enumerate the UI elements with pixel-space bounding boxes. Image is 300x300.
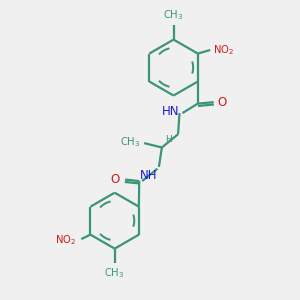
Text: CH$_3$: CH$_3$ (163, 8, 184, 22)
Text: O: O (110, 173, 120, 186)
Text: NH: NH (140, 169, 158, 182)
Text: HN: HN (161, 105, 179, 118)
Text: CH$_3$: CH$_3$ (119, 135, 140, 149)
Text: O: O (218, 96, 227, 109)
Text: NO$_2$: NO$_2$ (55, 234, 76, 248)
Text: CH$_3$: CH$_3$ (104, 266, 125, 280)
Text: H: H (165, 135, 172, 144)
Text: NO$_2$: NO$_2$ (213, 43, 234, 57)
